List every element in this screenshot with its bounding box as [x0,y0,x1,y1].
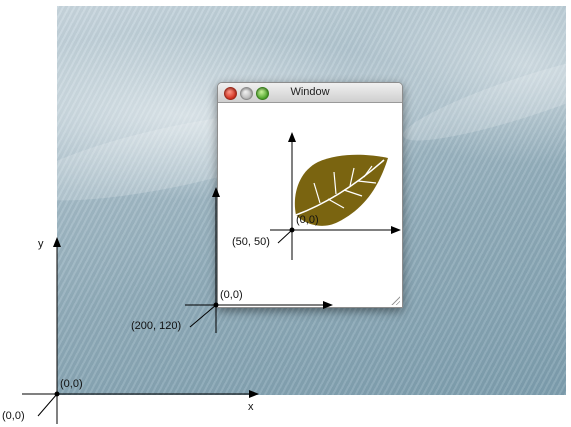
window-title: Window [290,86,330,98]
screen-origin-callout: (0,0) [2,410,25,422]
window-origin-callout: (200, 120) [131,320,182,332]
leaf-icon [294,154,388,226]
window-origin-label: (0,0) [220,289,243,301]
view-origin-callout: (50, 50) [232,236,270,248]
screen-y-axis-label: y [38,238,44,250]
minimize-button[interactable] [240,87,253,100]
view-axes [270,132,401,260]
screen-origin-label: (0,0) [60,378,83,390]
resize-grip-icon[interactable] [390,295,400,305]
window-titlebar[interactable]: Window [218,83,402,103]
screen-x-axis-label: x [248,401,254,413]
view-origin-leader [277,229,293,244]
window-origin-leader [189,304,217,328]
close-button[interactable] [224,87,237,100]
screen-axes [22,237,259,424]
window-axes [185,187,333,333]
screen-origin-leader [37,393,58,417]
view-origin-label: (0,0) [296,214,319,226]
zoom-button[interactable] [256,87,269,100]
